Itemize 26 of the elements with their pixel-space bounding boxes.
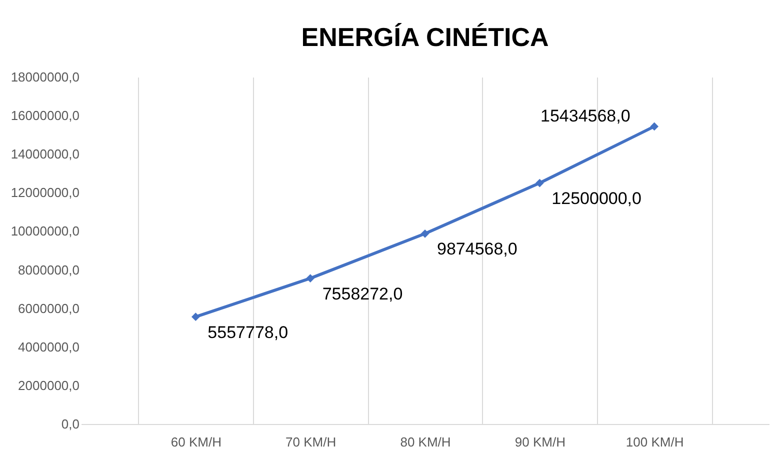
y-tick-label: 14000000,0 [10, 146, 80, 162]
point [306, 274, 315, 282]
y-tick-label: 2000000,0 [18, 378, 80, 393]
data-label: 9874568,0 [437, 240, 518, 259]
y-tick-label: 4000000,0 [18, 339, 80, 354]
data-label: 15434568,0 [540, 106, 630, 126]
y-tick-label: 18000000,0 [10, 70, 80, 84]
y-tick-label: 10000000,0 [10, 224, 80, 239]
point [191, 312, 200, 322]
x-tick-label: 70 KM/H [286, 434, 336, 450]
x-tick-label: 60 KM/H [170, 434, 222, 450]
x-tick-label: 100 KM/H [626, 434, 684, 450]
data-label: 5557778,0 [208, 322, 288, 342]
data-label: 12500000,0 [552, 189, 642, 208]
y-tick-label: 6000000,0 [18, 300, 80, 316]
chart-title: ENERGÍA CINÉTICA [301, 22, 549, 52]
y-tick-label: 16000000,0 [10, 108, 80, 124]
y-tick-label: 12000000,0 [10, 185, 80, 200]
x-tick-label: 90 KM/H [514, 434, 566, 450]
point [535, 178, 544, 188]
y-tick-label: 8000000,0 [18, 262, 80, 278]
point [650, 122, 659, 131]
point [420, 229, 430, 238]
x-tick-label: 80 KM/H [400, 434, 451, 450]
data-label: 7558272,0 [322, 284, 403, 304]
y-tick-label: 0,0 [61, 416, 80, 432]
